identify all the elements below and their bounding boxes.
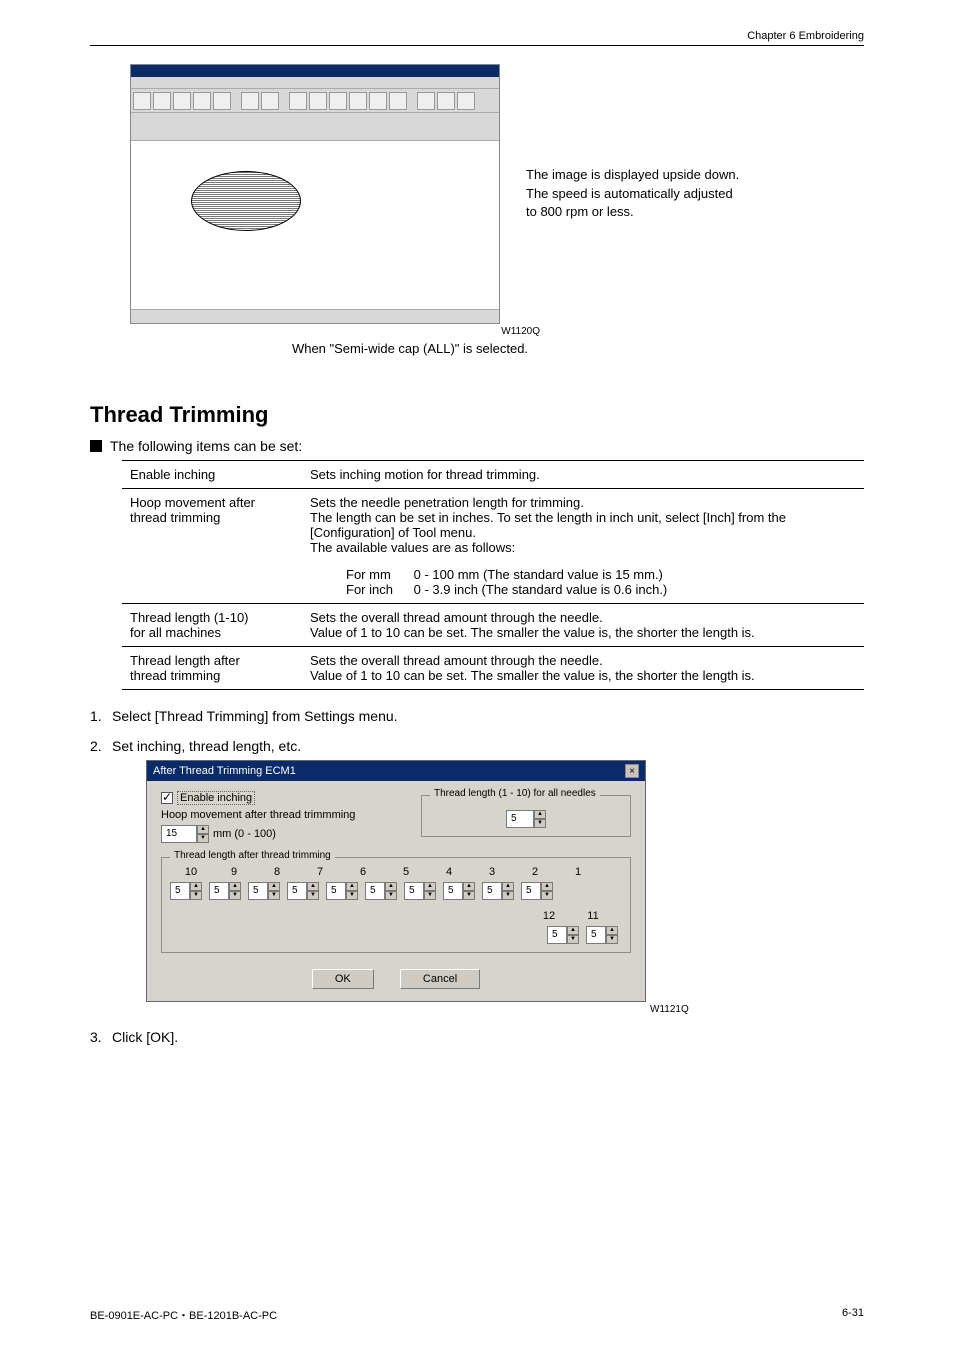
cell: Thread length after thread trimming: [122, 647, 302, 690]
cell: Enable inching: [122, 461, 302, 489]
needle-number: 12: [536, 910, 562, 922]
group-title: Thread length after thread trimming: [170, 850, 335, 861]
txt: Hoop movement after: [130, 495, 255, 510]
app-screenshot: [130, 64, 500, 324]
txt: Thread length after: [130, 653, 240, 668]
chapter-header: Chapter 6 Embroidering: [90, 30, 864, 42]
needle-spinner[interactable]: 5▲▼: [170, 882, 202, 900]
step-text: Select [Thread Trimming] from Settings m…: [112, 708, 398, 724]
needle-number: 3: [479, 866, 505, 878]
figure-caption: When "Semi-wide cap (ALL)" is selected.: [130, 341, 690, 356]
enable-inching-label: Enable inching: [177, 791, 255, 805]
step-text: Set inching, thread length, etc.: [112, 738, 301, 754]
txt: For mm: [346, 567, 410, 582]
needle-spinner[interactable]: 5▲▼: [287, 882, 319, 900]
cell: Sets inching motion for thread trimming.: [302, 461, 864, 489]
txt: For inch: [346, 582, 410, 597]
step: 2.Set inching, thread length, etc. After…: [90, 738, 864, 1015]
txt: Thread length (1-10): [130, 610, 249, 625]
needle-number: 5: [393, 866, 419, 878]
cancel-button[interactable]: Cancel: [400, 969, 480, 989]
needle-spinner[interactable]: 5▲▼: [586, 926, 618, 944]
bullet-icon: [90, 440, 102, 452]
needle-spinner[interactable]: 5▲▼: [547, 926, 579, 944]
txt: thread trimming: [130, 668, 220, 683]
txt: thread trimming: [130, 510, 220, 525]
cell: Sets the needle penetration length for t…: [302, 489, 864, 562]
cell: Hoop movement after thread trimming: [122, 489, 302, 562]
hoop-label: Hoop movement after thread trimmming: [161, 809, 421, 821]
figure-note: The image is displayed upside down. The …: [526, 166, 739, 223]
enable-inching-checkbox[interactable]: [161, 792, 173, 804]
hoop-value-spinner[interactable]: 15 ▲▼: [161, 825, 209, 843]
txt: 0 - 3.9 inch (The standard value is 0.6 …: [414, 582, 668, 597]
bullet-text: The following items can be set:: [110, 438, 302, 454]
dialog-code: W1121Q: [650, 1004, 864, 1015]
needle-spinner[interactable]: 5▲▼: [209, 882, 241, 900]
needle-spinner[interactable]: 5▲▼: [365, 882, 397, 900]
close-icon[interactable]: ×: [625, 764, 639, 778]
needle-number: 7: [307, 866, 333, 878]
needle-number: 1: [565, 866, 591, 878]
needle-spinner[interactable]: 5▲▼: [521, 882, 553, 900]
cell: Sets the overall thread amount through t…: [302, 604, 864, 647]
needle-number: 6: [350, 866, 376, 878]
needle-number: 9: [221, 866, 247, 878]
ok-button[interactable]: OK: [312, 969, 374, 989]
needle-spinner[interactable]: 5▲▼: [248, 882, 280, 900]
group-title: Thread length (1 - 10) for all needles: [430, 788, 600, 799]
step-text: Click [OK].: [112, 1029, 178, 1045]
note-line: The speed is automatically adjusted: [526, 185, 739, 204]
note-line: The image is displayed upside down.: [526, 166, 739, 185]
needle-spinner[interactable]: 5▲▼: [326, 882, 358, 900]
txt: 0 - 100 mm (The standard value is 15 mm.…: [414, 567, 663, 582]
cell: Thread length (1-10) for all machines: [122, 604, 302, 647]
settings-table: Enable inching Sets inching motion for t…: [122, 460, 864, 690]
section-title: Thread Trimming: [90, 402, 864, 428]
needle-spinner[interactable]: 5▲▼: [482, 882, 514, 900]
note-line: to 800 rpm or less.: [526, 203, 739, 222]
figure-code: W1120Q: [130, 326, 540, 337]
thread-all-spinner[interactable]: 5 ▲▼: [506, 810, 546, 828]
needle-number: 2: [522, 866, 548, 878]
cell: For mm 0 - 100 mm (The standard value is…: [302, 561, 864, 604]
dialog-title: After Thread Trimming ECM1: [153, 765, 296, 777]
step: 1.Select [Thread Trimming] from Settings…: [90, 708, 864, 724]
needle-spinner[interactable]: 5▲▼: [443, 882, 475, 900]
cell: Sets the overall thread amount through t…: [302, 647, 864, 690]
needle-number: 8: [264, 866, 290, 878]
needle-number: 4: [436, 866, 462, 878]
thread-trimming-dialog: After Thread Trimming ECM1 × Enable inch…: [146, 760, 646, 1002]
txt: for all machines: [130, 625, 221, 640]
footer-left: BE-0901E-AC-PC・BE-1201B-AC-PC: [90, 1307, 277, 1323]
needle-number: 11: [580, 910, 606, 922]
needle-spinner[interactable]: 5▲▼: [404, 882, 436, 900]
hoop-unit: mm (0 - 100): [213, 828, 276, 840]
needle-number: 10: [178, 866, 204, 878]
step: 3.Click [OK].: [90, 1029, 864, 1045]
footer-right: 6-31: [842, 1307, 864, 1323]
